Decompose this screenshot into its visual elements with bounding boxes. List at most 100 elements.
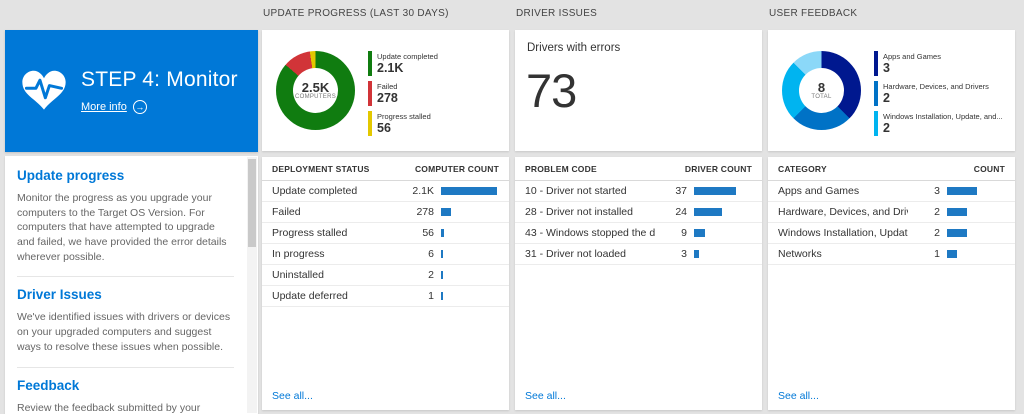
table-row[interactable]: 43 - Windows stopped the devi... 9 <box>515 223 762 244</box>
value-bar <box>947 187 977 195</box>
user-feedback-donut[interactable]: 8 TOTAL <box>782 51 861 130</box>
row-value: 2 <box>934 227 940 239</box>
section-body: Review the feedback submitted by your em… <box>17 401 201 414</box>
table-row[interactable]: 28 - Driver not installed 24 <box>515 202 762 223</box>
legend-value: 2.1K <box>377 60 404 75</box>
update-progress-donut[interactable]: 2.5K COMPUTERS <box>276 51 355 130</box>
table-row[interactable]: Progress stalled 56 <box>262 223 509 244</box>
category-table-card: CATEGORY COUNT Apps and Games 3 Hardware, … <box>768 157 1015 410</box>
legend-color-marker <box>874 111 878 136</box>
legend-value: 2 <box>883 90 890 105</box>
scrollbar[interactable] <box>247 157 257 413</box>
value-bar <box>441 187 497 195</box>
table-row[interactable]: Windows Installation, Update,... 2 <box>768 223 1015 244</box>
row-label: Failed <box>272 206 301 218</box>
see-all-link[interactable]: See all... <box>778 390 819 402</box>
drivers-with-errors-label: Drivers with errors <box>527 42 621 54</box>
row-value: 6 <box>428 248 434 260</box>
section-heading: Driver Issues <box>17 287 102 303</box>
description-panel: Update progress Monitor the progress as y… <box>5 156 258 414</box>
arrow-right-icon: → <box>132 100 147 114</box>
value-bar <box>694 229 705 237</box>
legend-label: Hardware, Devices, and Drivers <box>883 81 989 91</box>
legend-color-marker <box>368 81 372 106</box>
column-header-update-progress: UPDATE PROGRESS (LAST 30 DAYS) <box>263 8 449 19</box>
deployment-status-table-card: DEPLOYMENT STATUS COMPUTER COUNT Update … <box>262 157 509 410</box>
row-value: 24 <box>675 206 687 218</box>
row-label: 10 - Driver not started <box>525 185 627 197</box>
row-label: Progress stalled <box>272 227 348 239</box>
value-bar <box>694 208 722 216</box>
row-value: 2.1K <box>412 185 434 197</box>
problem-code-rows: 10 - Driver not started 37 28 - Driver not… <box>515 181 762 265</box>
section-heading: Update progress <box>17 168 125 183</box>
row-value: 56 <box>422 227 434 239</box>
row-label: In progress <box>272 248 325 260</box>
row-value: 3 <box>934 185 940 197</box>
see-all-link[interactable]: See all... <box>272 390 313 402</box>
table-row[interactable]: In progress 6 <box>262 244 509 265</box>
value-bar <box>441 208 451 216</box>
scrollbar-thumb[interactable] <box>248 159 256 247</box>
heartbeat-icon <box>21 69 67 113</box>
row-label: Uninstalled <box>272 269 324 281</box>
legend-color-marker <box>874 51 878 76</box>
table-header: CATEGORY COUNT <box>768 157 1015 181</box>
row-label: 31 - Driver not loaded <box>525 248 626 260</box>
step-tile[interactable]: STEP 4: Monitor More info → <box>5 30 258 152</box>
value-bar <box>947 250 957 258</box>
row-value: 3 <box>681 248 687 260</box>
table-row[interactable]: 31 - Driver not loaded 3 <box>515 244 762 265</box>
table-row[interactable]: Hardware, Devices, and Drivers 2 <box>768 202 1015 223</box>
step-tile-text: STEP 4: Monitor More info → <box>81 68 238 114</box>
legend-item: Update completed 2.1K <box>368 51 504 76</box>
row-label: Update completed <box>272 185 358 197</box>
value-bar <box>947 229 967 237</box>
column-header-driver-issues: DRIVER ISSUES <box>516 8 598 19</box>
table-row[interactable]: Update completed 2.1K <box>262 181 509 202</box>
table-row[interactable]: Uninstalled 2 <box>262 265 509 286</box>
table-row[interactable]: Networks 1 <box>768 244 1015 265</box>
section-body: We've identified issues with drivers or … <box>17 311 231 353</box>
row-label: 28 - Driver not installed <box>525 206 633 218</box>
row-label: Update deferred <box>272 290 348 302</box>
row-value: 2 <box>428 269 434 281</box>
value-bar <box>441 250 443 258</box>
value-bar <box>947 208 967 216</box>
drivers-with-errors-count: 73 <box>526 64 577 117</box>
problem-code-table-card: PROBLEM CODE DRIVER COUNT 10 - Driver no… <box>515 157 762 410</box>
table-row[interactable]: Update deferred 1 <box>262 286 509 307</box>
value-bar <box>441 292 443 300</box>
legend-color-marker <box>874 81 878 106</box>
legend-item: Progress stalled 56 <box>368 111 504 136</box>
legend-value: 56 <box>377 120 391 135</box>
table-row[interactable]: 10 - Driver not started 37 <box>515 181 762 202</box>
more-info-link[interactable]: More info → <box>81 100 238 114</box>
legend-label: Windows Installation, Update, and... <box>883 111 1003 121</box>
legend-value: 2 <box>883 120 890 135</box>
driver-issues-chart-card[interactable]: Drivers with errors 73 <box>515 30 762 151</box>
donut-center: 2.5K COMPUTERS <box>293 68 338 113</box>
legend-item: Windows Installation, Update, and... 2 <box>874 111 1010 136</box>
row-label: Apps and Games <box>778 185 860 197</box>
update-progress-chart-card[interactable]: 2.5K COMPUTERS Update completed 2.1K Faile… <box>262 30 509 151</box>
table-header: PROBLEM CODE DRIVER COUNT <box>515 157 762 181</box>
update-progress-legend: Update completed 2.1K Failed 278 Progress st… <box>368 51 504 136</box>
legend-value: 278 <box>377 90 398 105</box>
user-feedback-chart-card[interactable]: 8 TOTAL Apps and Games 3 Hardware, Devices… <box>768 30 1015 151</box>
table-row[interactable]: Apps and Games 3 <box>768 181 1015 202</box>
deployment-status-rows: Update completed 2.1K Failed 278 Progress st… <box>262 181 509 307</box>
table-row[interactable]: Failed 278 <box>262 202 509 223</box>
info-section: Driver Issues We've identified issues wit… <box>17 276 234 366</box>
description-sections: Update progress Monitor the progress as y… <box>17 158 234 414</box>
row-label: Windows Installation, Update,... <box>778 227 908 239</box>
legend-item: Apps and Games 3 <box>874 51 1010 76</box>
see-all-link[interactable]: See all... <box>525 390 566 402</box>
value-bar <box>694 250 699 258</box>
legend-color-marker <box>368 51 372 76</box>
info-section: Update progress Monitor the progress as y… <box>17 158 234 276</box>
legend-color-marker <box>368 111 372 136</box>
value-bar <box>694 187 736 195</box>
table-header: DEPLOYMENT STATUS COMPUTER COUNT <box>262 157 509 181</box>
